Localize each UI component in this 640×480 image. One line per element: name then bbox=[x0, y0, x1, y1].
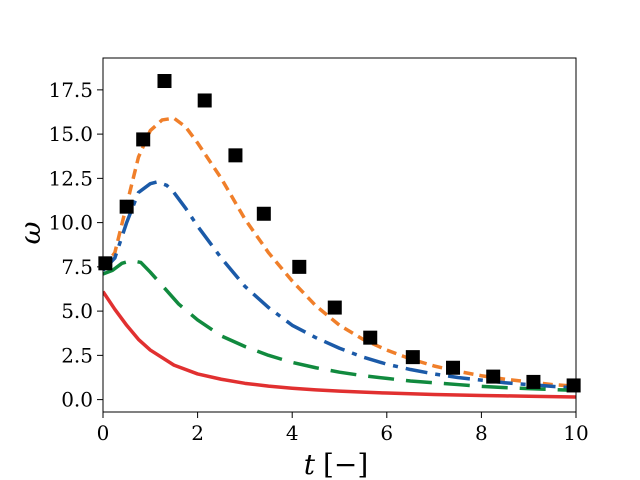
x-axis-label: t [−] bbox=[304, 448, 369, 480]
x-tick-label: 0 bbox=[97, 421, 110, 445]
series-line-long-dash bbox=[103, 258, 576, 393]
data-point-marker bbox=[256, 206, 271, 221]
series-line-solid bbox=[103, 290, 576, 399]
data-point-marker bbox=[446, 360, 461, 375]
y-tick-label: 17.5 bbox=[48, 78, 93, 102]
data-point-marker bbox=[405, 350, 420, 365]
plot-frame bbox=[102, 57, 577, 413]
data-point-marker bbox=[363, 330, 378, 345]
series-line-dotted bbox=[103, 116, 576, 389]
y-tick-label: 15.0 bbox=[48, 122, 93, 146]
data-point-marker bbox=[119, 199, 134, 214]
x-axis: 0 2 4 6 8 10 bbox=[97, 412, 589, 445]
y-tick-label: 5.0 bbox=[61, 299, 93, 323]
marker-layer bbox=[98, 74, 581, 393]
x-tick-label: 2 bbox=[191, 421, 204, 445]
data-point-marker bbox=[157, 74, 172, 89]
x-axis-label-unit: [−] bbox=[323, 448, 368, 480]
series-layer bbox=[103, 116, 576, 399]
x-tick-label: 10 bbox=[563, 421, 588, 445]
y-axis: 0.0 2.5 5.0 7.5 10.0 12.5 15.0 17.5 bbox=[48, 78, 103, 412]
data-point-marker bbox=[327, 300, 342, 315]
x-axis-label-var: t bbox=[304, 448, 316, 480]
data-point-marker bbox=[486, 369, 501, 384]
series-line-dash-dot bbox=[103, 180, 576, 390]
data-point-marker bbox=[566, 378, 581, 393]
y-tick-label: 2.5 bbox=[61, 343, 93, 367]
data-point-marker bbox=[98, 256, 113, 271]
y-tick-label: 12.5 bbox=[48, 166, 93, 190]
data-point-marker bbox=[136, 132, 151, 147]
x-tick-label: 8 bbox=[475, 421, 488, 445]
y-tick-label: 7.5 bbox=[61, 255, 93, 279]
y-axis-label: ω bbox=[14, 221, 47, 244]
x-tick-label: 4 bbox=[286, 421, 299, 445]
data-point-marker bbox=[197, 93, 212, 108]
data-point-marker bbox=[292, 259, 307, 274]
y-tick-label: 10.0 bbox=[48, 211, 93, 235]
x-tick-label: 6 bbox=[380, 421, 393, 445]
data-point-marker bbox=[526, 374, 541, 389]
data-point-marker bbox=[228, 148, 243, 163]
y-tick-label: 0.0 bbox=[61, 388, 93, 412]
